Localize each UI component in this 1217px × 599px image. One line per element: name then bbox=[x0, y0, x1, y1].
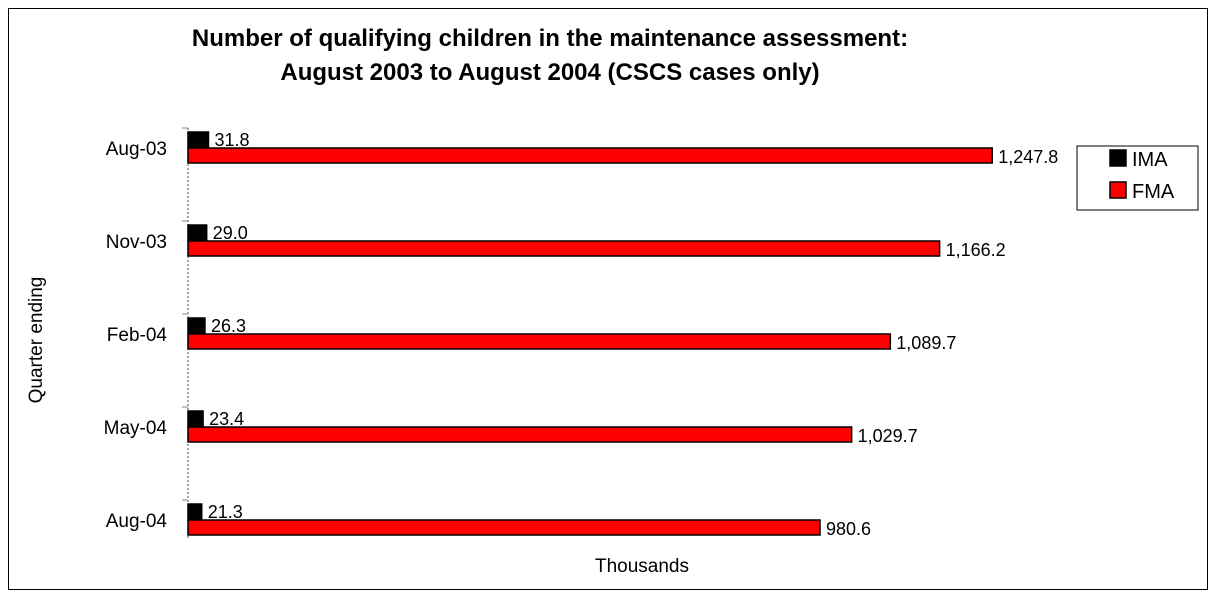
fma-data-label: 1,166.2 bbox=[946, 240, 1006, 260]
ima-bar bbox=[187, 503, 203, 521]
chart-title-line-2: August 2003 to August 2004 (CSCS cases o… bbox=[280, 59, 820, 86]
ima-bar bbox=[187, 410, 204, 428]
fma-bar bbox=[187, 333, 892, 350]
ima-data-label: 23.4 bbox=[209, 409, 244, 429]
fma-bar bbox=[187, 147, 993, 164]
chart-frame bbox=[8, 8, 1208, 590]
legend-label-fma: FMA bbox=[1132, 181, 1175, 203]
ima-data-label: 26.3 bbox=[211, 316, 246, 336]
ima-data-label: 21.3 bbox=[208, 502, 243, 522]
legend-swatch-ima bbox=[1109, 149, 1127, 167]
fma-data-label: 980.6 bbox=[826, 519, 871, 539]
fma-data-label: 1,247.8 bbox=[998, 147, 1058, 167]
fma-bar bbox=[187, 426, 853, 443]
fma-data-label: 1,029.7 bbox=[858, 426, 918, 446]
y-axis-label: Quarter ending bbox=[26, 277, 47, 404]
fma-bar bbox=[187, 240, 941, 257]
y-tick-label: May-04 bbox=[104, 418, 168, 439]
y-tick-label: Aug-03 bbox=[106, 139, 167, 160]
fma-data-label: 1,089.7 bbox=[896, 333, 956, 353]
chart-title: Number of qualifying children in the mai… bbox=[0, 22, 1100, 90]
y-tick-label: Nov-03 bbox=[106, 232, 167, 253]
chart-title-line-1: Number of qualifying children in the mai… bbox=[191, 25, 909, 52]
ima-data-label: 29.0 bbox=[213, 223, 248, 243]
x-axis-label: Thousands bbox=[595, 556, 689, 577]
y-tick-label: Feb-04 bbox=[107, 325, 168, 346]
fma-bar bbox=[187, 519, 821, 536]
ima-bar bbox=[187, 224, 208, 242]
y-tick-label: Aug-04 bbox=[106, 511, 168, 532]
ima-data-label: 31.8 bbox=[214, 130, 249, 150]
legend-swatch-fma bbox=[1109, 181, 1127, 199]
legend-label-ima: IMA bbox=[1132, 149, 1168, 171]
legend-box bbox=[1076, 145, 1199, 211]
ima-bar bbox=[187, 131, 210, 149]
ima-bar bbox=[187, 317, 206, 335]
